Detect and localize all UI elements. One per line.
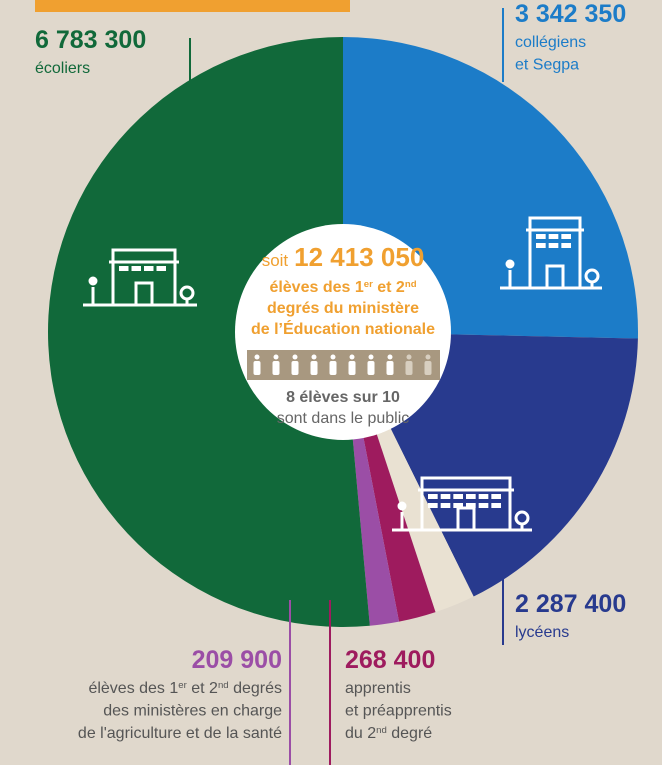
person-head [292, 354, 298, 360]
person-body [424, 361, 432, 375]
window [548, 243, 559, 248]
value-label: 2 287 400 [515, 590, 626, 618]
slice [47, 37, 370, 628]
category-label: collégiens [515, 34, 586, 51]
labels: 3 342 350 collégiens et Segpa 2 287 400 lycé… [35, 0, 626, 765]
person-head [368, 354, 374, 360]
category-label: écoliers [35, 60, 90, 77]
window [156, 266, 166, 271]
public-note: 8 élèves sur 10 [286, 389, 400, 406]
window [440, 503, 451, 508]
center-text: degrés du ministère [267, 300, 419, 317]
person-head [273, 354, 279, 360]
superscript: er [178, 680, 187, 691]
person-body [291, 361, 299, 375]
person-body [310, 361, 318, 375]
person-head [505, 259, 515, 269]
text-part: de l'agriculture et de la santé [78, 725, 282, 742]
text-part: apprentis [345, 680, 411, 697]
window [536, 234, 546, 239]
window [144, 266, 154, 271]
text-part: lycéens [515, 624, 569, 641]
header-bar [35, 0, 350, 12]
window [478, 494, 489, 499]
window [119, 266, 129, 271]
text-part: écoliers [35, 60, 90, 77]
text-part: et 2 [187, 680, 218, 697]
window [440, 494, 451, 499]
category-label: des ministères en charge [103, 703, 282, 720]
window [536, 243, 546, 248]
person-body [405, 361, 413, 375]
person-head [425, 354, 431, 360]
text-part: du 2 [345, 725, 376, 742]
center-text: élèves des 1er et 2nd [269, 279, 416, 297]
building-icon [392, 476, 532, 532]
center-text: de l’Éducation nationale [251, 319, 435, 338]
category-label: élèves des 1er et 2nd degrés [88, 680, 282, 698]
category-label: et Segpa [515, 57, 579, 74]
people-icons [253, 354, 432, 375]
window [478, 503, 489, 508]
superscript: nd [376, 725, 387, 736]
building-icon [83, 248, 197, 307]
value-label: 3 342 350 [515, 0, 626, 28]
person-body [348, 361, 356, 375]
text-part: degré [387, 725, 432, 742]
superscript: er [364, 279, 373, 290]
text-part: et Segpa [515, 57, 579, 74]
person-body [272, 361, 280, 375]
person-body [253, 361, 261, 375]
person-body [367, 361, 375, 375]
window [466, 494, 476, 499]
category-label: lycéens [515, 624, 569, 641]
person-head [406, 354, 412, 360]
text-part: des ministères en charge [103, 703, 282, 720]
category-label: du 2nd degré [345, 725, 432, 743]
window [428, 494, 438, 499]
text-part: de l’Éducation nationale [251, 319, 435, 338]
value-label: 268 400 [345, 646, 435, 674]
window [561, 234, 571, 239]
superscript: nd [218, 680, 229, 691]
building-icon [500, 216, 602, 290]
window [561, 243, 571, 248]
window [428, 503, 438, 508]
text-part: degrés [229, 680, 282, 697]
text-part: et préapprentis [345, 703, 452, 720]
superscript: nd [405, 279, 417, 290]
center-disc [235, 224, 451, 440]
person-body [329, 361, 337, 375]
person-head [254, 354, 260, 360]
person-head [349, 354, 355, 360]
person-head [311, 354, 317, 360]
window [131, 266, 141, 271]
window [548, 234, 559, 239]
text-part: degrés du ministère [267, 300, 419, 317]
person-body [386, 361, 394, 375]
category-label: apprentis [345, 680, 411, 697]
person-head [330, 354, 336, 360]
window [466, 503, 476, 508]
window [491, 494, 501, 499]
category-label: de l'agriculture et de la santé [78, 725, 282, 742]
window [453, 503, 463, 508]
total: soit 12 413 050 [262, 242, 425, 272]
text-part: et 2 [373, 279, 405, 296]
total-prefix: soit [262, 251, 289, 270]
person-head [387, 354, 393, 360]
text-part: élèves des 1 [88, 680, 178, 697]
value-label: 6 783 300 [35, 26, 146, 54]
person-head [397, 501, 407, 511]
total-value: 12 413 050 [294, 242, 424, 272]
category-label: et préapprentis [345, 703, 452, 720]
person-head [88, 276, 98, 286]
window [491, 503, 501, 508]
public-note: sont dans le public [277, 410, 410, 427]
window [453, 494, 463, 499]
text-part: élèves des 1 [269, 279, 363, 296]
value-label: 209 900 [192, 646, 282, 674]
text-part: collégiens [515, 34, 586, 51]
